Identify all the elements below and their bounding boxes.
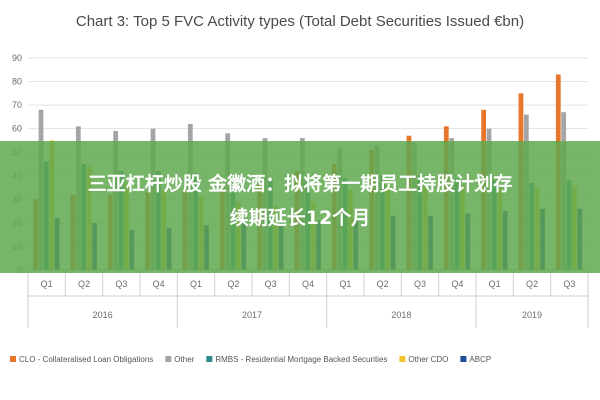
y-tick-label: 90	[12, 53, 22, 63]
legend-swatch	[10, 356, 16, 362]
legend-swatch	[460, 356, 467, 362]
y-tick-label: 70	[12, 100, 22, 110]
x-tick-label: Q1	[339, 279, 351, 289]
y-tick-label: 80	[12, 77, 22, 87]
legend-swatch	[206, 356, 213, 362]
x-tick-label: Q3	[563, 279, 575, 289]
y-tick-label: 60	[12, 124, 22, 134]
x-tick-label: Q4	[451, 279, 463, 289]
x-tick-label: Q1	[489, 279, 501, 289]
x-tick-label: Q2	[377, 279, 389, 289]
x-tick-label: Q1	[190, 279, 202, 289]
legend-label: ABCP	[469, 355, 491, 364]
x-tick-label: Q2	[78, 279, 90, 289]
x-tick-label: Q1	[41, 279, 53, 289]
legend-label: CLO - Collateralised Loan Obligations	[19, 355, 153, 364]
year-label: 2017	[242, 310, 262, 320]
x-tick-label: Q3	[115, 279, 127, 289]
legend-swatch	[165, 356, 172, 362]
overlay-line-1: 三亚杠杆炒股 金徽酒：拟将第一期员工持股计划存	[88, 172, 513, 195]
x-tick-label: Q3	[414, 279, 426, 289]
year-label: 2016	[93, 310, 113, 320]
chart-title: Chart 3: Top 5 FVC Activity types (Total…	[76, 13, 524, 30]
legend: CLO - Collateralised Loan Obligations Oth…	[10, 355, 491, 364]
x-tick-label: Q4	[153, 279, 165, 289]
x-tick-label: Q3	[265, 279, 277, 289]
x-tick-label: Q2	[227, 279, 239, 289]
overlay-banner: 三亚杠杆炒股 金徽酒：拟将第一期员工持股计划存 续期延长12个月	[0, 141, 600, 273]
year-label: 2019	[522, 310, 542, 320]
overlay-band	[0, 141, 600, 273]
x-tick-label: Q2	[526, 279, 538, 289]
overlay-line-2: 续期延长12个月	[230, 206, 370, 229]
x-tick-label: Q4	[302, 279, 314, 289]
legend-label: Other CDO	[408, 355, 448, 364]
legend-label: Other	[174, 355, 194, 364]
legend-swatch	[399, 356, 406, 362]
legend-label: RMBS - Residential Mortgage Backed Secur…	[215, 355, 387, 364]
year-label: 2018	[391, 310, 411, 320]
